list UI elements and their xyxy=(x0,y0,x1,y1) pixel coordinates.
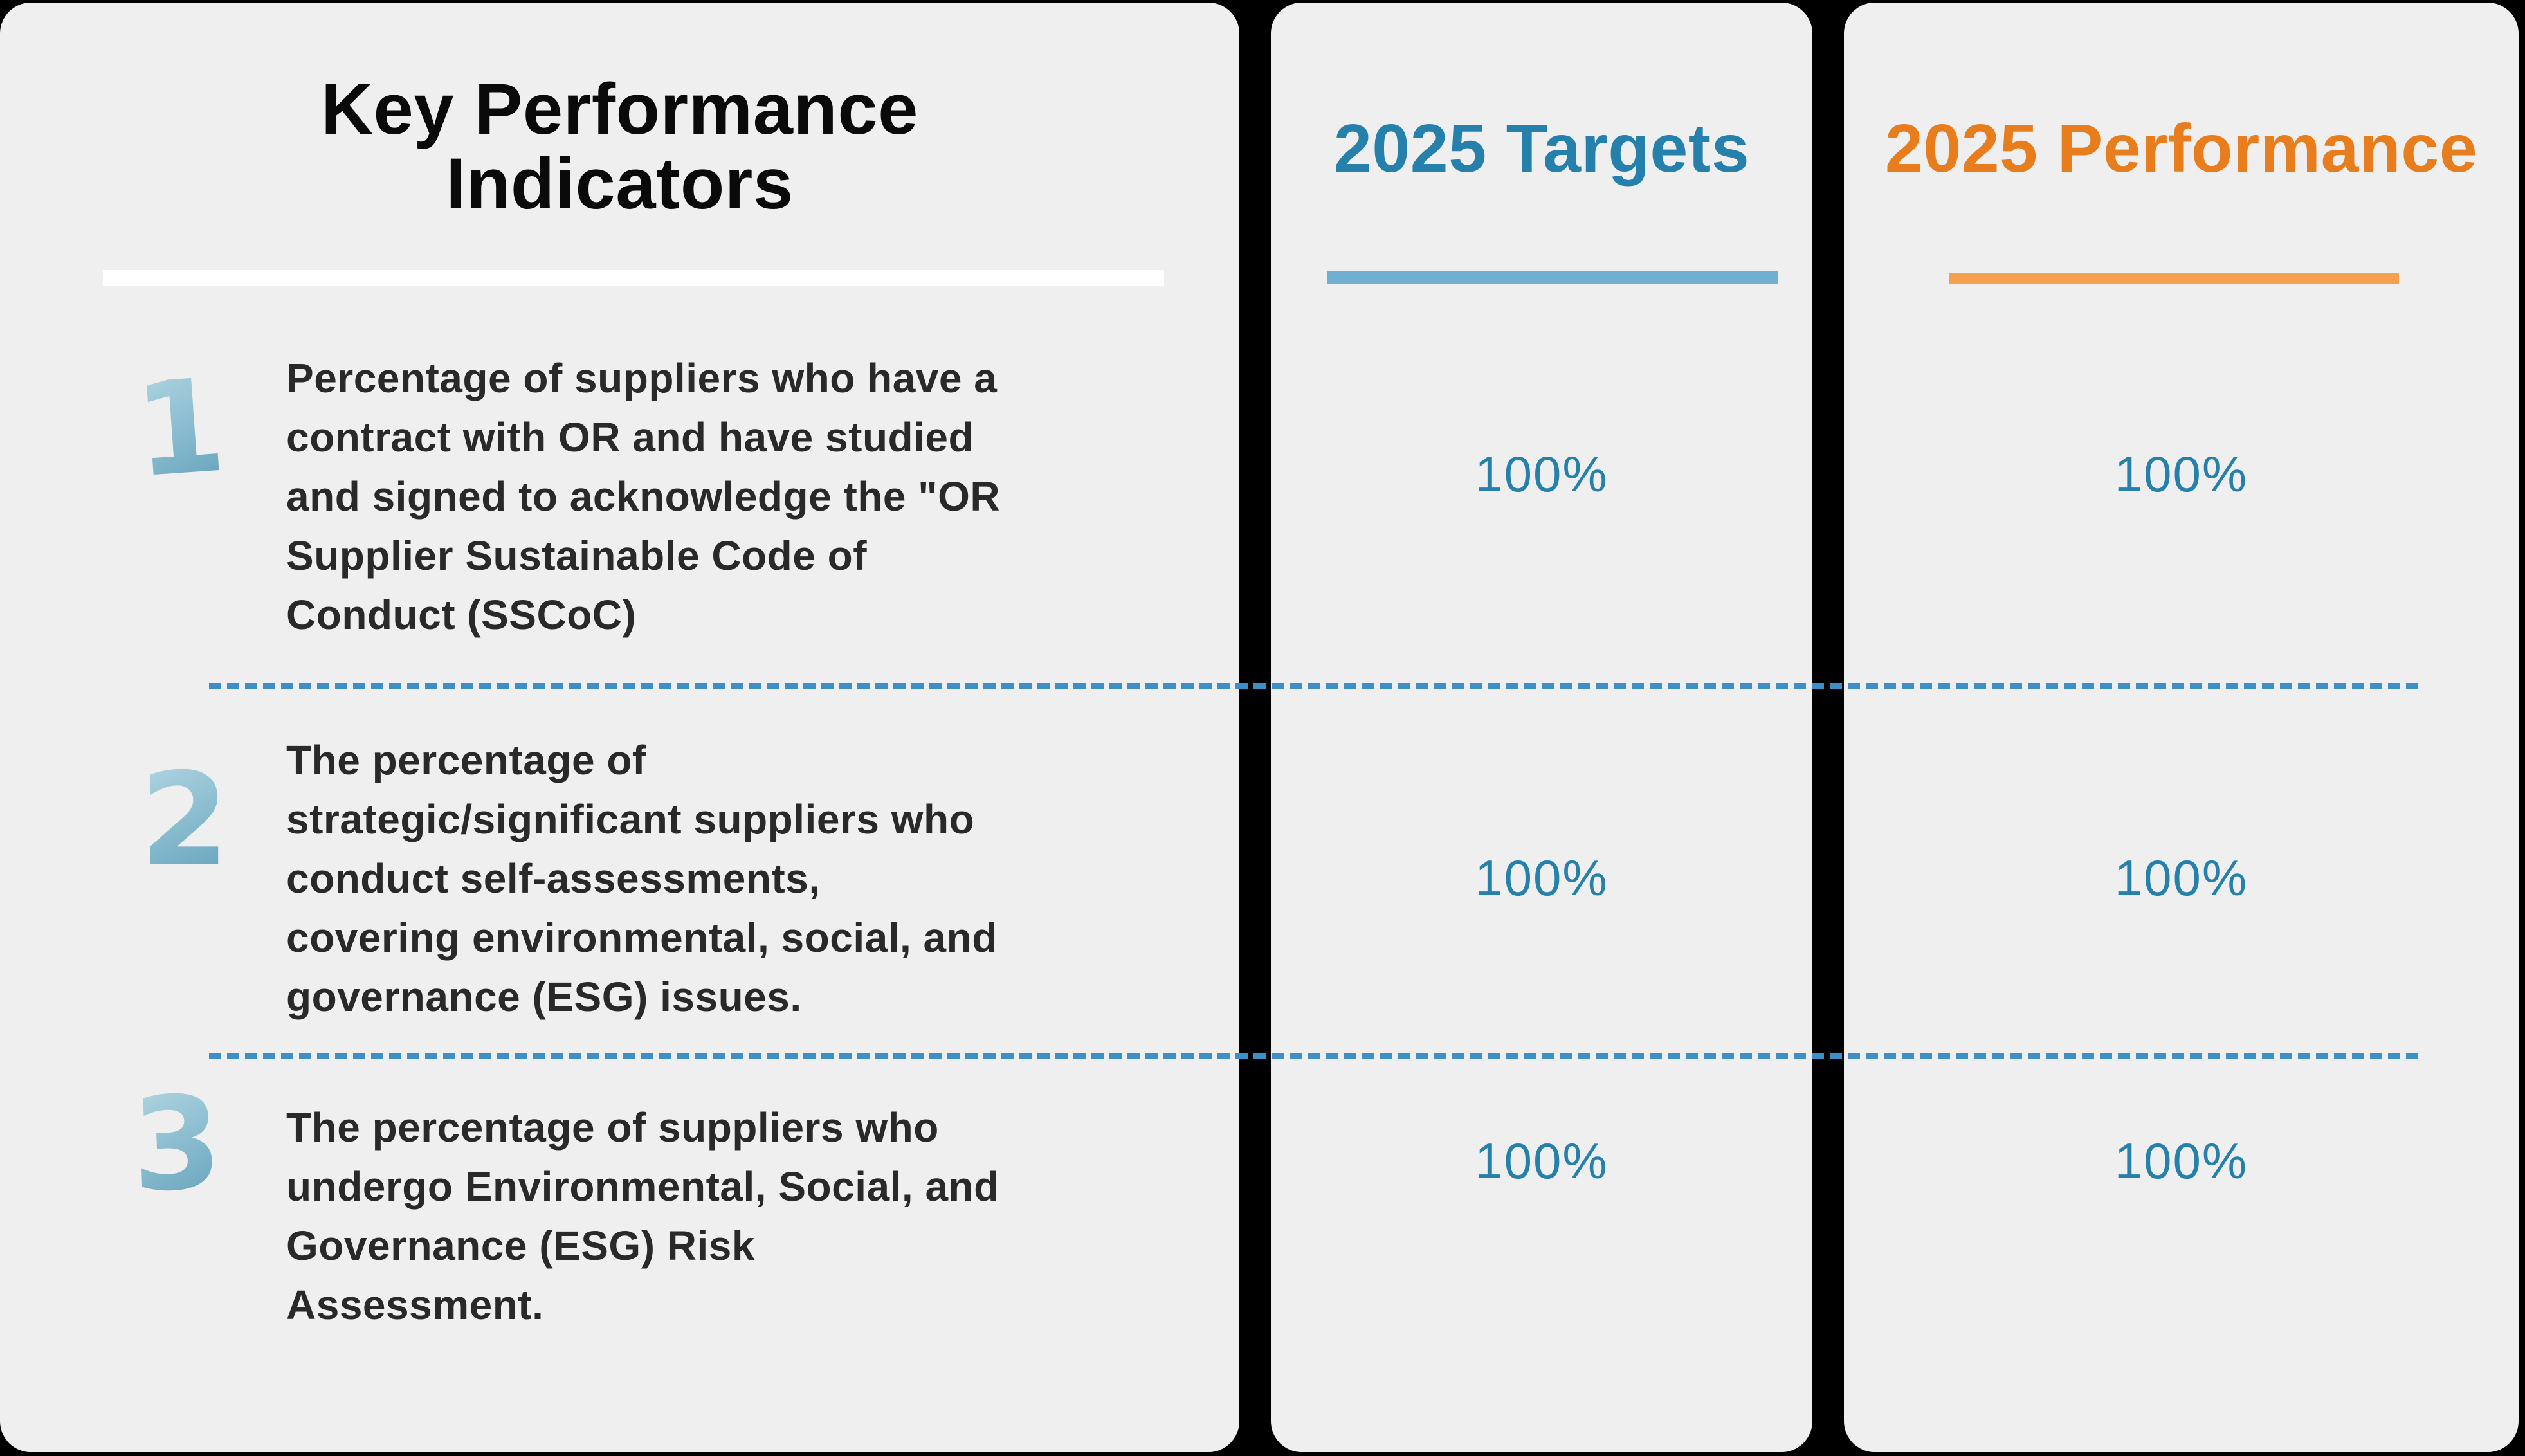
kpi-3-line: Governance (ESG) Risk xyxy=(286,1223,755,1269)
kpi-1-line: Conduct (SSCoC) xyxy=(286,592,637,638)
kpi-1-line: and signed to acknowledge the "OR xyxy=(286,473,1001,520)
kpi-2-description: The percentage of strategic/significant … xyxy=(286,731,1199,1026)
row-divider-1 xyxy=(209,683,2418,689)
target-value-row2: 100% xyxy=(1475,849,1609,906)
performance-value-row3: 100% xyxy=(2114,1132,2248,1189)
kpi-1-line: Supplier Sustainable Code of xyxy=(286,532,867,579)
kpi-title-line1: Key Performance xyxy=(321,69,918,149)
performance-panel xyxy=(1844,3,2519,1452)
targets-header-underline xyxy=(1327,271,1778,284)
row-number-1: 1 xyxy=(102,350,259,506)
kpi-header-underline xyxy=(103,270,1164,286)
kpi-column-title: Key Performance Indicators xyxy=(0,72,1239,221)
kpi-panel xyxy=(0,3,1239,1452)
kpi-2-line: governance (ESG) issues. xyxy=(286,974,802,1020)
kpi-2-line: The percentage of xyxy=(286,737,646,783)
kpi-1-line: contract with OR and have studied xyxy=(286,414,974,460)
targets-panel xyxy=(1271,3,1812,1452)
row-divider-2 xyxy=(209,1053,2418,1059)
kpi-2-line: conduct self-assessments, xyxy=(286,855,821,902)
performance-value-row2: 100% xyxy=(2114,849,2248,906)
kpi-title-line2: Indicators xyxy=(446,143,794,224)
kpi-3-line: Assessment. xyxy=(286,1282,544,1328)
target-value-row1: 100% xyxy=(1475,445,1609,502)
kpi-3-line: The percentage of suppliers who xyxy=(286,1104,939,1151)
row-number-2: 2 xyxy=(111,753,259,888)
kpi-2-line: strategic/significant suppliers who xyxy=(286,796,975,842)
row-number-3: 3 xyxy=(100,1068,253,1221)
kpi-1-description: Percentage of suppliers who have a contr… xyxy=(286,349,1199,644)
kpi-3-description: The percentage of suppliers who undergo … xyxy=(286,1098,1199,1334)
performance-header-underline xyxy=(1949,273,2399,284)
performance-column-title: 2025 Performance xyxy=(1884,111,2478,187)
performance-value-row1: 100% xyxy=(2114,445,2248,502)
target-value-row3: 100% xyxy=(1475,1132,1609,1189)
kpi-1-line: Percentage of suppliers who have a xyxy=(286,355,998,401)
targets-column-title: 2025 Targets xyxy=(1333,111,1750,187)
kpi-3-line: undergo Environmental, Social, and xyxy=(286,1163,999,1210)
kpi-2-line: covering environmental, social, and xyxy=(286,915,998,961)
